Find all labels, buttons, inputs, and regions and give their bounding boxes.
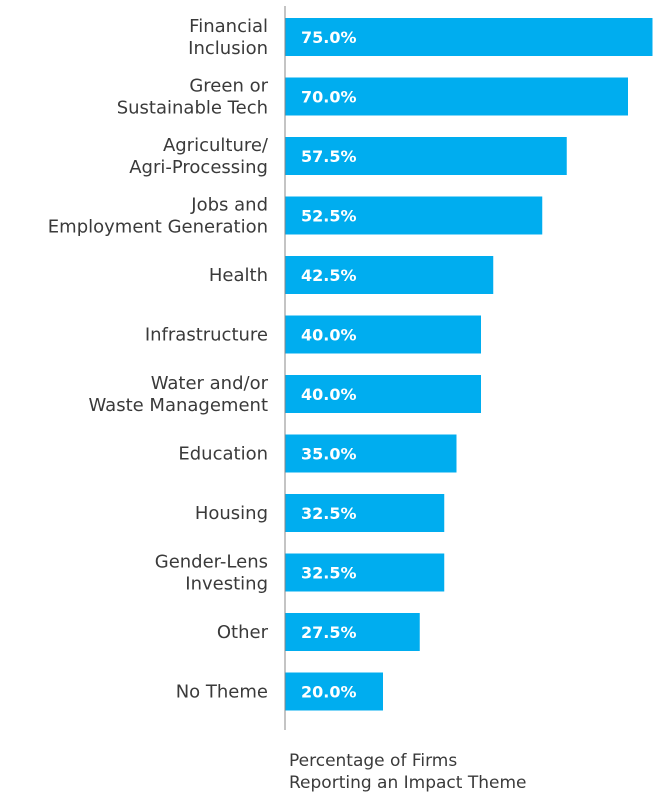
x-axis-title: Percentage of Firms Reporting an Impact T… <box>289 751 526 793</box>
data-label: 57.5% <box>301 147 357 166</box>
data-label: 42.5% <box>301 266 357 285</box>
data-label: 27.5% <box>301 623 357 642</box>
bar <box>285 494 445 532</box>
bar <box>285 315 481 354</box>
bar <box>285 18 653 56</box>
category-label: No Theme <box>176 682 268 703</box>
category-label: Inclusion <box>188 38 268 59</box>
data-label: 32.5% <box>301 564 357 583</box>
data-label: 40.0% <box>301 326 357 345</box>
category-label: Other <box>217 622 269 643</box>
category-label: Jobs and <box>190 195 268 216</box>
bar <box>285 434 457 473</box>
bar <box>285 613 420 651</box>
bar <box>285 77 628 116</box>
bar <box>285 553 445 592</box>
data-label: 75.0% <box>301 28 357 47</box>
data-label: 52.5% <box>301 207 357 226</box>
category-label: Waste Management <box>89 395 268 416</box>
bar <box>285 196 543 235</box>
bar <box>285 672 383 711</box>
category-label: Agri-Processing <box>129 157 268 178</box>
category-label: Water and/or <box>151 373 269 394</box>
category-label: Health <box>209 265 268 286</box>
category-label: Gender-Lens <box>155 552 268 573</box>
category-label: Sustainable Tech <box>117 98 268 119</box>
category-label: Agriculture/ <box>163 135 269 156</box>
data-label: 70.0% <box>301 88 357 107</box>
category-label: Education <box>178 444 268 465</box>
category-label: Housing <box>195 503 268 524</box>
bar <box>285 375 481 413</box>
category-label: Employment Generation <box>48 217 268 238</box>
data-label: 32.5% <box>301 504 357 523</box>
data-label: 20.0% <box>301 683 357 702</box>
category-label: Infrastructure <box>145 325 268 346</box>
x-axis-title-line: Reporting an Impact Theme <box>289 773 526 793</box>
x-axis-title-line: Percentage of Firms <box>289 751 457 771</box>
data-label: 40.0% <box>301 385 357 404</box>
category-label: Green or <box>189 76 268 97</box>
category-label: Financial <box>189 16 268 37</box>
category-label: Investing <box>185 574 268 595</box>
bar <box>285 256 494 294</box>
bars-group: 75.0% 70.0% 57.5% 52.5% 42.5% 40.0% 40.0% 35.0%… <box>285 18 653 711</box>
bar <box>285 137 567 175</box>
data-label: 35.0% <box>301 445 357 464</box>
